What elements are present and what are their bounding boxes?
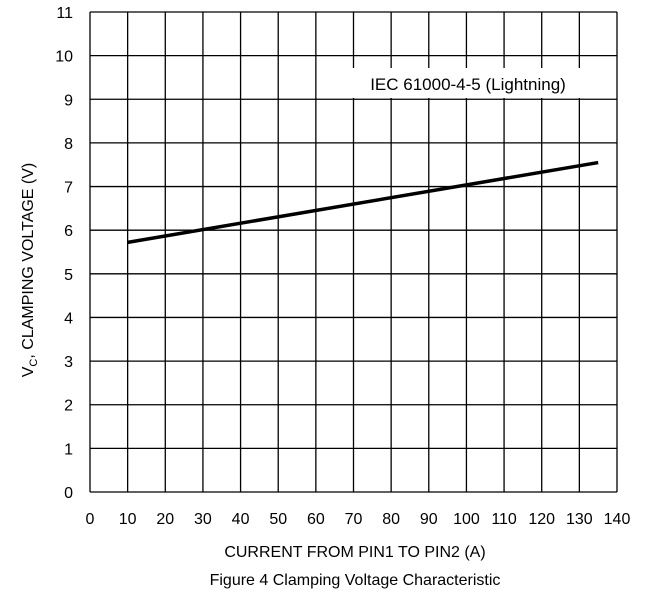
series-line	[127, 160, 599, 245]
x-tick-label: 90	[420, 511, 438, 528]
x-tick-label: 10	[119, 511, 137, 528]
x-axis-title: CURRENT FROM PIN1 TO PIN2 (A)	[224, 544, 485, 561]
y-tick-label: 1	[64, 441, 73, 458]
figure-caption: Figure 4 Clamping Voltage Characteristic	[210, 572, 501, 589]
y-tick-label: 7	[64, 180, 73, 197]
x-tick-label: 50	[269, 511, 287, 528]
x-tick-label: 20	[156, 511, 174, 528]
y-axis-title-subscript: C	[28, 359, 40, 367]
y-tick-label: 6	[64, 223, 73, 240]
y-tick-label: 5	[64, 267, 73, 284]
x-tick-label: 100	[453, 511, 480, 528]
y-axis-title-prefix: V	[20, 366, 37, 377]
x-tick-label: 110	[491, 511, 517, 528]
y-tick-label: 0	[64, 485, 73, 502]
y-tick-label: 4	[64, 310, 73, 327]
annotation-layer: IEC 61000-4-5 (Lightning)	[342, 68, 594, 98]
y-tick-label: 10	[55, 49, 73, 66]
x-tick-label: 40	[232, 511, 250, 528]
x-tick-label: 140	[604, 511, 631, 528]
x-tick-label: 70	[345, 511, 363, 528]
y-axis-title: VC, CLAMPING VOLTAGE (V)	[20, 163, 40, 378]
x-tick-label: 80	[382, 511, 400, 528]
y-axis-title-rest: , CLAMPING VOLTAGE (V)	[20, 163, 37, 359]
y-tick-label: 8	[64, 136, 73, 153]
y-tick-label: 9	[64, 92, 73, 109]
x-tick-label: 30	[194, 511, 212, 528]
x-tick-label: 130	[566, 511, 593, 528]
y-tick-label: 2	[64, 398, 73, 415]
annotation-background	[342, 68, 594, 98]
x-tick-label: 60	[307, 511, 325, 528]
x-tick-label: 0	[86, 511, 95, 528]
y-tick-label: 11	[56, 5, 73, 22]
tick-labels: 0 10 20 30 40 50 60 70 80 90 100 110 120 130 140 0 1 2 3 4 5…	[55, 5, 630, 528]
annotation-label: IEC 61000-4-5 (Lightning)	[370, 75, 566, 94]
series-layer	[127, 160, 599, 245]
y-tick-label: 3	[64, 354, 73, 371]
x-tick-label: 120	[528, 511, 555, 528]
